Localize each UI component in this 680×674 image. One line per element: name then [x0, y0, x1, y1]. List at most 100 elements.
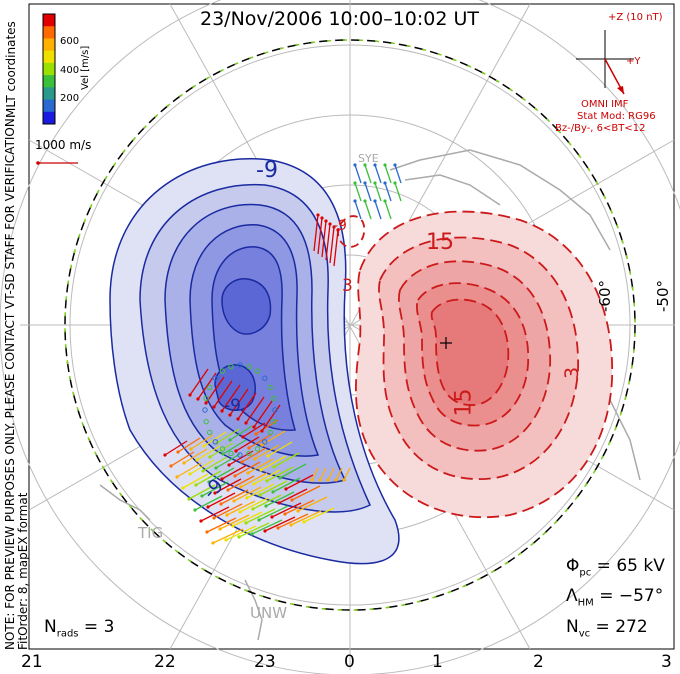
velocity-vector: [364, 164, 372, 184]
velocity-vector: [214, 478, 242, 494]
station-label-sye: SYE: [358, 152, 379, 165]
velocity-vector-origin: [265, 479, 269, 483]
velocity-vector: [254, 444, 280, 460]
pole-marker: [440, 337, 452, 349]
velocity-vector-origin: [258, 493, 262, 497]
velocity-vector-origin: [270, 515, 274, 519]
velocity-vector: [327, 467, 335, 481]
vector-scale-label: 1000 m/s: [35, 138, 92, 152]
velocity-vector-origin: [228, 413, 232, 417]
velocity-vector-origin: [200, 494, 204, 498]
colorbar-segment: [43, 50, 55, 64]
omni-imf-label: OMNI IMF: [581, 99, 629, 110]
velocity-colorbar: [43, 14, 55, 125]
velocity-vector: [354, 182, 362, 202]
coastlines: [99, 149, 641, 641]
colorbar-label: Vel [m/s]: [80, 45, 91, 90]
velocity-vector-origin: [220, 409, 224, 413]
velocity-vector: [279, 463, 307, 479]
velocity-vector-origin: [203, 395, 209, 402]
velocity-vector-origin: [176, 450, 180, 454]
velocity-vector-origin: [237, 452, 243, 458]
velocity-vector: [374, 182, 382, 202]
velocity-vector-origin: [353, 163, 357, 167]
velocity-vector: [297, 496, 328, 512]
velocity-vector-origin: [332, 225, 336, 229]
velocity-vector-origin: [240, 460, 244, 464]
velocity-vector-origin: [224, 538, 228, 542]
velocity-vector-origin: [363, 181, 367, 185]
velocity-vector-origin: [245, 496, 249, 500]
velocity-vector-origin: [373, 163, 377, 167]
velocity-vector: [261, 430, 286, 446]
velocity-vector-origin: [260, 429, 264, 433]
velocity-vector-origin: [221, 452, 225, 456]
velocity-vector: [333, 229, 339, 267]
hm-boundary: [64, 39, 636, 611]
velocity-vector-origin: [237, 535, 241, 539]
vector-scale-marker: [36, 161, 78, 165]
velocity-vector-origin: [383, 163, 387, 167]
velocity-vector-origin: [187, 497, 191, 501]
velocity-vector-origin: [228, 450, 234, 457]
hm-latitude: ΛHM = −57°: [566, 586, 664, 609]
velocity-vector: [245, 508, 276, 524]
velocity-vector: [272, 477, 301, 493]
velocity-vector-origin: [206, 384, 213, 391]
velocity-vector: [232, 511, 263, 527]
velocity-vector: [265, 491, 295, 507]
velocity-vector: [235, 436, 260, 452]
mlt-tick-0: 0: [344, 652, 355, 672]
velocity-vector: [233, 486, 262, 502]
contour-label: -9: [224, 396, 241, 416]
velocity-vector: [271, 502, 302, 518]
velocity-vectors: [163, 163, 402, 545]
mlt-tick-22: 22: [154, 652, 176, 672]
velocity-vector-origin: [342, 478, 346, 482]
velocity-vector-origin: [302, 520, 306, 524]
colorbar-segment: [43, 14, 55, 27]
velocity-vector-origin: [246, 450, 252, 457]
velocity-vector-origin: [238, 510, 242, 514]
velocity-vector: [259, 480, 288, 496]
velocity-vector-origin: [201, 469, 205, 473]
velocity-vector-origin: [310, 478, 314, 482]
contour-label: -9: [256, 158, 278, 183]
velocity-vector: [364, 182, 372, 202]
velocity-vector-origin: [234, 449, 238, 453]
velocity-vector-origin: [247, 446, 251, 450]
velocity-vector: [273, 452, 300, 468]
velocity-vector: [253, 469, 281, 485]
mlt-tick-1: 1: [432, 652, 443, 672]
velocity-vector-origin: [277, 501, 281, 505]
velocity-vector-origin: [236, 417, 240, 421]
velocity-vector-origin: [253, 457, 257, 461]
velocity-vector: [319, 467, 327, 481]
velocity-vector-origin: [207, 480, 211, 484]
velocity-vector: [313, 214, 319, 252]
velocity-vector: [278, 488, 308, 504]
velocity-vector-origin: [213, 491, 217, 495]
velocity-vector: [251, 519, 283, 535]
velocity-vector-origin: [188, 472, 192, 476]
velocity-vector-origin: [169, 464, 173, 468]
velocity-vector: [229, 425, 253, 441]
imf-condition-label: Bz-/By-, 6<BT<12: [555, 123, 646, 134]
velocity-vector: [225, 525, 257, 541]
colorbar-segment: [43, 62, 55, 76]
velocity-vector: [311, 467, 319, 481]
velocity-vector-origin: [194, 483, 198, 487]
contour-label: 3: [561, 366, 584, 380]
velocity-vector-origin: [246, 471, 250, 475]
velocity-vector-origin: [188, 393, 192, 397]
velocity-vector: [267, 441, 293, 457]
velocity-vector-origin: [363, 163, 367, 167]
velocity-vector-origin: [225, 513, 229, 517]
velocity-vector-origin: [326, 478, 330, 482]
velocity-vector-origin: [296, 509, 300, 513]
velocity-vector: [208, 467, 235, 483]
velocity-vector: [228, 450, 254, 466]
velocity-vector: [354, 200, 362, 220]
velocity-vector-origin: [267, 429, 274, 436]
mlt-tick-2: 2: [533, 652, 544, 672]
